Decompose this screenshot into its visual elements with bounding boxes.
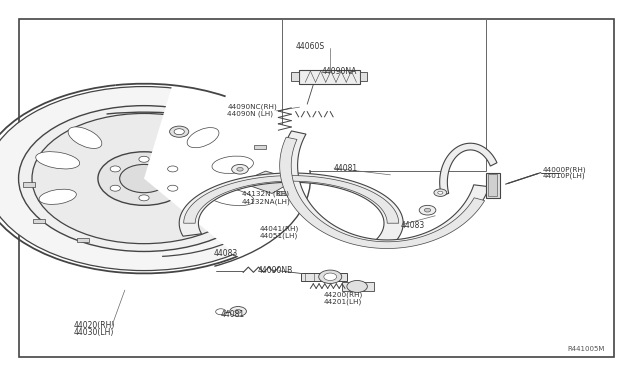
Text: 44010P(LH): 44010P(LH) xyxy=(543,173,586,179)
Circle shape xyxy=(139,195,149,201)
Text: 44081: 44081 xyxy=(221,310,245,319)
Text: 44090NC(RH): 44090NC(RH) xyxy=(227,104,277,110)
Circle shape xyxy=(32,113,256,244)
Circle shape xyxy=(19,106,269,251)
Circle shape xyxy=(139,156,149,162)
Circle shape xyxy=(424,208,431,212)
Bar xyxy=(282,19,486,171)
Circle shape xyxy=(98,152,190,205)
Ellipse shape xyxy=(212,156,253,173)
Circle shape xyxy=(319,270,342,283)
Text: 44132N (RH): 44132N (RH) xyxy=(242,191,289,198)
Circle shape xyxy=(168,185,178,191)
Circle shape xyxy=(120,164,168,193)
Text: 44030(LH): 44030(LH) xyxy=(74,328,114,337)
Polygon shape xyxy=(179,173,403,244)
Circle shape xyxy=(0,87,302,270)
Polygon shape xyxy=(184,176,399,223)
Bar xyxy=(299,70,360,84)
Text: 44000P(RH): 44000P(RH) xyxy=(543,166,586,173)
Bar xyxy=(488,174,497,196)
Polygon shape xyxy=(240,171,285,193)
Bar xyxy=(33,219,45,224)
Text: 44060S: 44060S xyxy=(296,42,325,51)
Ellipse shape xyxy=(207,188,254,206)
Text: R441005M: R441005M xyxy=(568,346,605,352)
Polygon shape xyxy=(440,143,497,196)
Ellipse shape xyxy=(39,189,76,205)
Text: 44083: 44083 xyxy=(214,249,238,258)
Circle shape xyxy=(419,205,436,215)
Text: 44081: 44081 xyxy=(334,164,358,173)
Circle shape xyxy=(438,191,443,194)
Bar xyxy=(486,173,500,198)
Bar xyxy=(24,182,35,187)
Text: 44200(RH): 44200(RH) xyxy=(323,291,362,298)
Circle shape xyxy=(170,126,189,137)
Text: 44051(LH): 44051(LH) xyxy=(259,232,298,239)
Text: 44020(RH): 44020(RH) xyxy=(74,321,115,330)
Circle shape xyxy=(168,166,178,172)
Circle shape xyxy=(174,129,184,135)
Ellipse shape xyxy=(187,128,219,148)
Polygon shape xyxy=(282,131,489,247)
Circle shape xyxy=(324,273,337,280)
Text: 44090NA: 44090NA xyxy=(321,67,356,76)
Bar xyxy=(77,238,89,242)
Text: 44041(RH): 44041(RH) xyxy=(259,225,298,232)
Ellipse shape xyxy=(36,152,80,169)
Bar xyxy=(360,72,367,81)
Wedge shape xyxy=(144,83,310,258)
Circle shape xyxy=(110,166,120,172)
Circle shape xyxy=(235,310,241,313)
Text: 44090N (LH): 44090N (LH) xyxy=(227,111,273,118)
Circle shape xyxy=(347,280,367,292)
Text: 44090NB: 44090NB xyxy=(257,266,292,275)
Circle shape xyxy=(237,167,243,171)
Bar xyxy=(254,145,266,149)
Circle shape xyxy=(230,307,246,316)
Bar xyxy=(291,72,299,81)
Ellipse shape xyxy=(68,127,102,148)
Bar xyxy=(277,190,289,195)
Polygon shape xyxy=(280,137,484,248)
Text: 44201(LH): 44201(LH) xyxy=(323,298,362,305)
Circle shape xyxy=(232,164,248,174)
Circle shape xyxy=(110,185,120,191)
Bar xyxy=(301,273,347,281)
Circle shape xyxy=(216,309,226,315)
Text: 44132NA(LH): 44132NA(LH) xyxy=(242,198,291,205)
Text: 44083: 44083 xyxy=(401,221,425,230)
Bar xyxy=(342,282,374,291)
Circle shape xyxy=(434,189,447,196)
